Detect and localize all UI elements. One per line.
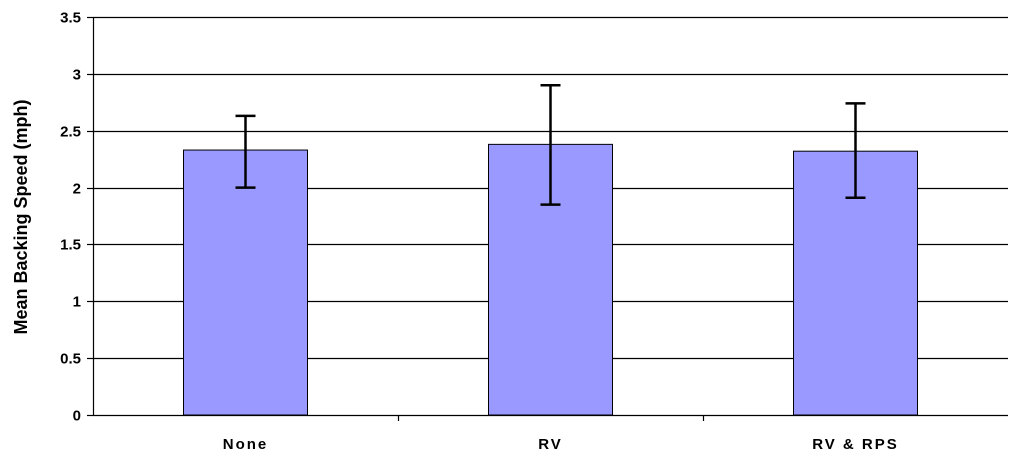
y-tick-label: 0.5 xyxy=(60,351,81,368)
bar-none xyxy=(183,149,308,416)
y-tick-labels: 0 0.5 1 1.5 2 2.5 3 3.5 xyxy=(60,10,81,425)
error-bars xyxy=(235,83,866,206)
y-tick-label: 2.5 xyxy=(60,124,81,141)
y-axis-title: Mean Backing Speed (mph) xyxy=(11,99,31,334)
y-tick-label: 1 xyxy=(73,294,81,311)
y-tick-label: 1.5 xyxy=(60,237,81,254)
y-tick-label: 0 xyxy=(73,408,81,425)
axes xyxy=(87,16,1008,421)
x-tick-label: None xyxy=(223,436,269,453)
x-tick-labels: None RV RV & RPS xyxy=(223,436,899,453)
x-tick-label: RV & RPS xyxy=(812,436,899,453)
y-tick-label: 3 xyxy=(73,67,81,84)
y-tick-label: 3.5 xyxy=(60,10,81,27)
y-tick-label: 2 xyxy=(73,181,81,198)
x-tick-label: RV xyxy=(538,436,563,453)
